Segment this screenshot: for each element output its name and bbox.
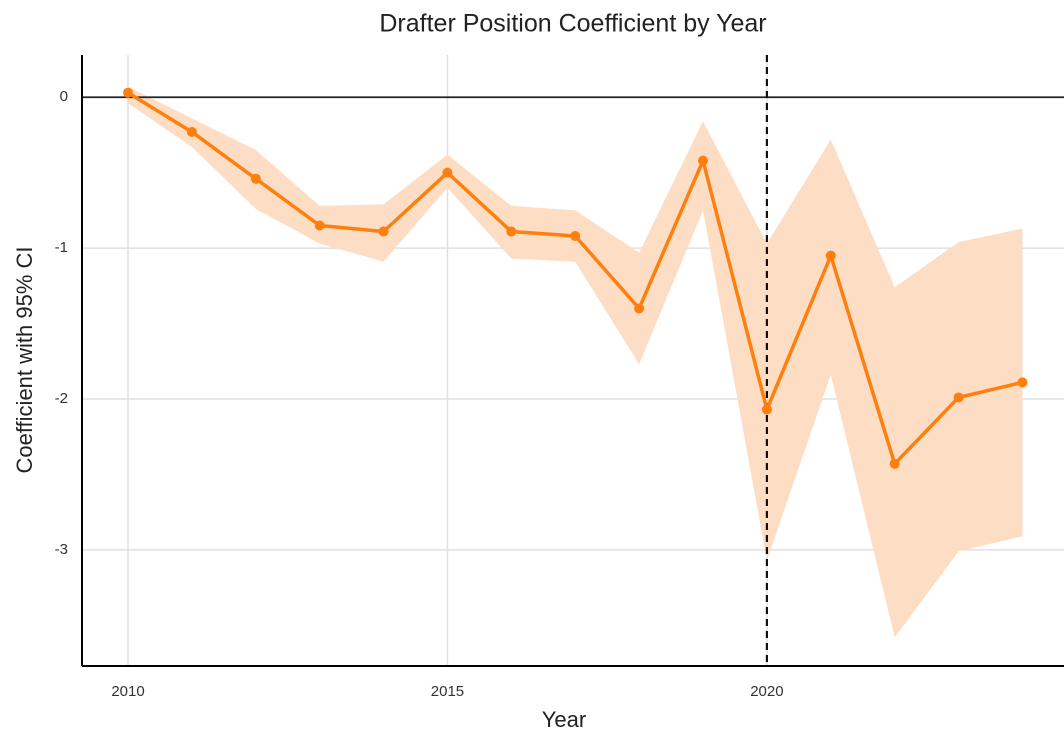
y-tick-label: 0	[60, 88, 68, 105]
data-point	[889, 458, 900, 469]
data-point	[506, 226, 517, 237]
data-point	[186, 126, 197, 137]
x-tick-label: 2015	[431, 683, 464, 700]
ci-band	[128, 86, 1023, 638]
x-tick-label: 2020	[750, 683, 783, 700]
x-axis-label: Year	[542, 707, 586, 732]
data-point	[953, 392, 964, 403]
data-point	[250, 173, 261, 184]
data-point	[314, 220, 325, 231]
y-tick-label: -3	[55, 541, 68, 558]
y-axis-label: Coefficient with 95% CI	[12, 246, 37, 473]
data-point	[1017, 377, 1028, 388]
data-point	[123, 87, 134, 98]
y-tick-label: -2	[55, 390, 68, 407]
data-point	[825, 250, 836, 261]
x-tick-label: 2010	[111, 683, 144, 700]
data-point	[634, 303, 645, 314]
data-point	[442, 167, 453, 178]
data-point	[761, 404, 772, 415]
data-point	[570, 231, 581, 242]
data-point	[698, 155, 709, 166]
data-point	[378, 226, 389, 237]
chart-title: Drafter Position Coefficient by Year	[379, 10, 766, 38]
y-tick-label: -1	[55, 239, 68, 256]
